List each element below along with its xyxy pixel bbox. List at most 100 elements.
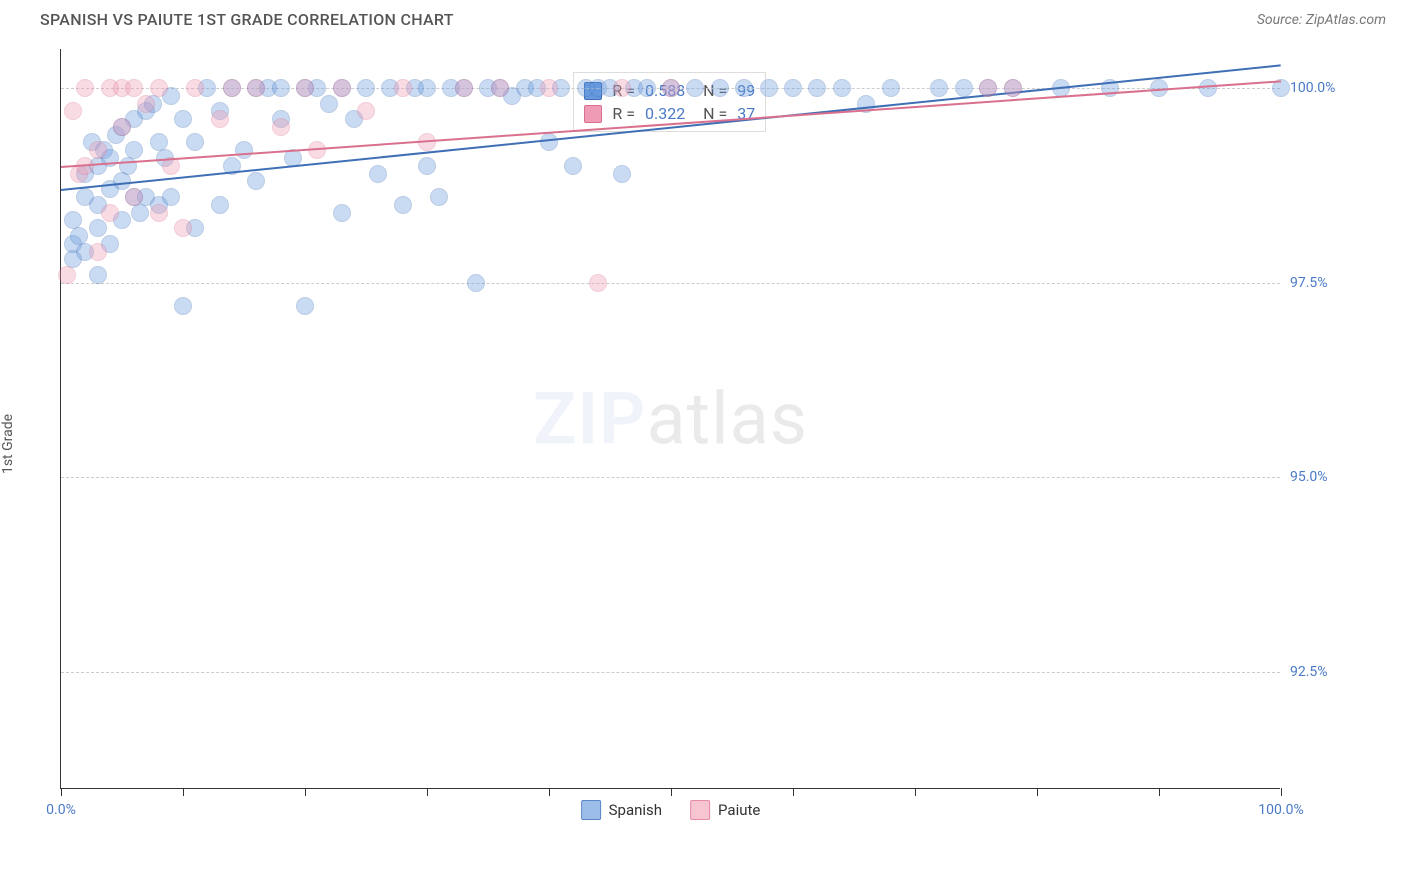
scatter-point — [491, 79, 509, 97]
scatter-point — [89, 141, 107, 159]
scatter-point — [430, 188, 448, 206]
scatter-point — [784, 79, 802, 97]
x-tick — [793, 788, 794, 796]
scatter-point — [272, 79, 290, 97]
scatter-point — [418, 79, 436, 97]
legend-swatch — [690, 800, 710, 820]
scatter-point — [162, 188, 180, 206]
scatter-point — [125, 141, 143, 159]
scatter-point — [833, 79, 851, 97]
scatter-point — [131, 204, 149, 222]
scatter-point — [89, 219, 107, 237]
legend-swatch — [581, 800, 601, 820]
r-label: R = — [612, 104, 635, 123]
scatter-point — [247, 172, 265, 190]
plot-area: ZIPatlas R =0.588 N =99R =0.322 N =37 Sp… — [60, 49, 1280, 789]
scatter-point — [455, 79, 473, 97]
x-tick — [549, 788, 550, 796]
scatter-point — [64, 102, 82, 120]
y-tick-label: 92.5% — [1290, 664, 1350, 680]
scatter-point — [369, 165, 387, 183]
watermark: ZIPatlas — [533, 376, 808, 461]
scatter-point — [564, 157, 582, 175]
scatter-point — [613, 165, 631, 183]
scatter-point — [418, 157, 436, 175]
gridline — [61, 283, 1280, 284]
scatter-point — [955, 79, 973, 97]
legend: Spanish Paiute — [581, 800, 761, 820]
scatter-point — [357, 102, 375, 120]
scatter-point — [272, 118, 290, 136]
scatter-point — [211, 110, 229, 128]
scatter-point — [613, 79, 631, 97]
scatter-point — [357, 79, 375, 97]
x-tick-label: 100.0% — [1258, 802, 1303, 818]
x-tick — [671, 788, 672, 796]
scatter-point — [113, 118, 131, 136]
scatter-point — [125, 188, 143, 206]
x-tick — [1037, 788, 1038, 796]
scatter-point — [930, 79, 948, 97]
scatter-point — [223, 79, 241, 97]
scatter-point — [150, 204, 168, 222]
x-tick-label: 0.0% — [46, 802, 76, 818]
scatter-point — [760, 79, 778, 97]
scatter-point — [235, 141, 253, 159]
x-tick — [183, 788, 184, 796]
scatter-point — [76, 79, 94, 97]
scatter-point — [89, 243, 107, 261]
scatter-point — [638, 79, 656, 97]
scatter-point — [711, 79, 729, 97]
scatter-point — [735, 79, 753, 97]
scatter-point — [467, 274, 485, 292]
scatter-point — [101, 204, 119, 222]
scatter-point — [540, 133, 558, 151]
source-attribution: Source: ZipAtlas.com — [1257, 12, 1386, 28]
scatter-point — [89, 266, 107, 284]
legend-item: Spanish — [581, 800, 662, 820]
scatter-point — [211, 196, 229, 214]
scatter-point — [540, 79, 558, 97]
series-swatch — [584, 105, 602, 123]
scatter-point — [662, 79, 680, 97]
watermark-bold: ZIP — [533, 376, 646, 461]
scatter-point — [186, 133, 204, 151]
scatter-point — [137, 95, 155, 113]
scatter-point — [882, 79, 900, 97]
scatter-point — [589, 274, 607, 292]
scatter-point — [686, 79, 704, 97]
scatter-point — [979, 79, 997, 97]
scatter-point — [394, 79, 412, 97]
watermark-light: atlas — [646, 376, 808, 461]
scatter-point — [296, 79, 314, 97]
y-tick-label: 97.5% — [1290, 275, 1350, 291]
chart-title: SPANISH VS PAIUTE 1ST GRADE CORRELATION … — [40, 10, 454, 29]
scatter-point — [125, 79, 143, 97]
legend-label: Paiute — [718, 801, 760, 819]
legend-label: Spanish — [609, 801, 662, 819]
scatter-point — [119, 157, 137, 175]
scatter-point — [296, 297, 314, 315]
x-tick — [1159, 788, 1160, 796]
scatter-point — [333, 204, 351, 222]
scatter-point — [174, 297, 192, 315]
y-tick-label: 100.0% — [1290, 80, 1350, 96]
scatter-point — [1199, 79, 1217, 97]
scatter-point — [808, 79, 826, 97]
gridline — [61, 477, 1280, 478]
y-axis-label: 1st Grade — [0, 414, 16, 474]
chart-container: 1st Grade ZIPatlas R =0.588 N =99R =0.32… — [0, 39, 1406, 849]
x-tick — [1281, 788, 1282, 796]
scatter-point — [394, 196, 412, 214]
scatter-point — [1004, 79, 1022, 97]
scatter-point — [247, 79, 265, 97]
x-tick — [915, 788, 916, 796]
scatter-point — [333, 79, 351, 97]
x-tick — [305, 788, 306, 796]
x-tick — [427, 788, 428, 796]
scatter-point — [186, 79, 204, 97]
scatter-point — [174, 219, 192, 237]
x-tick — [61, 788, 62, 796]
scatter-point — [58, 266, 76, 284]
scatter-point — [150, 79, 168, 97]
